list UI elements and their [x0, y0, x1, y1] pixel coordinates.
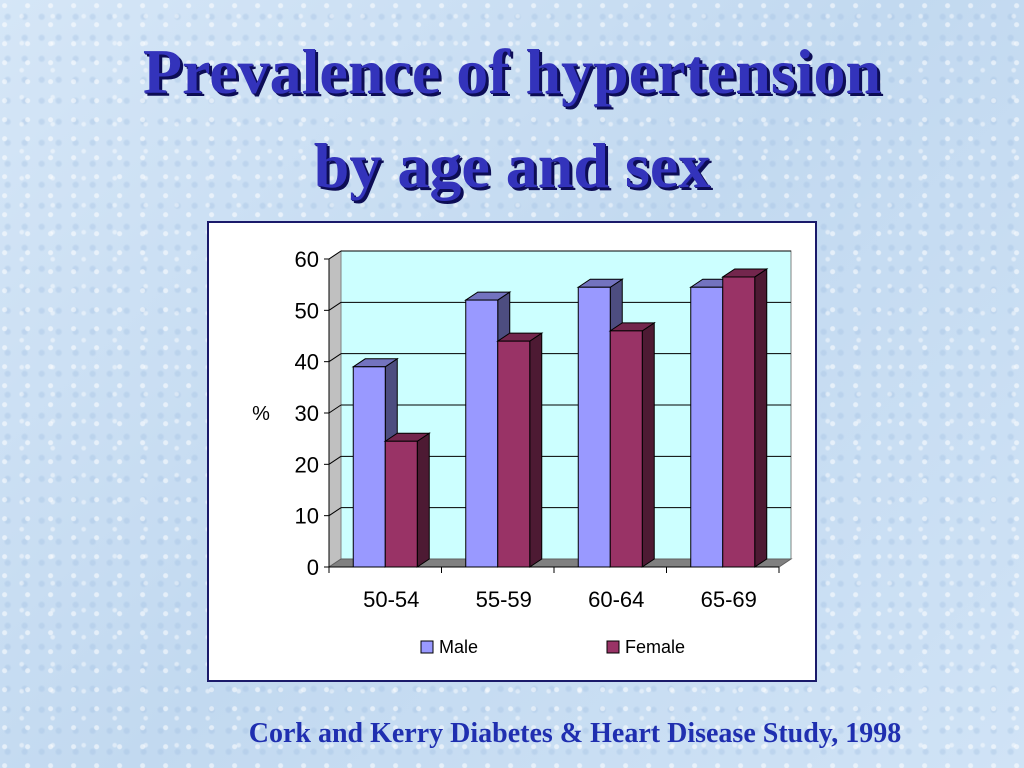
gridline-side	[328, 250, 342, 260]
x-tick-label: 55-59	[476, 587, 532, 612]
legend-label-female: Female	[625, 637, 685, 657]
bar-chart: 0 10 20 30 40 50 60% 50-54 55-59 60-64 65-69 Male Fe…	[252, 247, 793, 657]
bar-male-50-54	[352, 366, 386, 568]
y-tick-label: 60	[295, 247, 319, 272]
y-tick-label: 40	[295, 350, 319, 375]
title-line-2: by age and sex	[313, 130, 711, 201]
gridline-side	[328, 507, 342, 517]
x-tick-label: 50-54	[363, 587, 419, 612]
y-tick-label: 10	[295, 504, 319, 529]
y-tick-label: 30	[295, 401, 319, 426]
y-tick-label: 50	[295, 298, 319, 323]
legend-label-male: Male	[439, 637, 478, 657]
source-caption: Cork and Kerry Diabetes & Heart Disease …	[248, 718, 902, 749]
bar-female-65-69-side	[754, 268, 768, 568]
x-tick-label: 60-64	[588, 587, 644, 612]
gridline-side	[328, 455, 342, 465]
title-line-1: Prevalence of hypertension	[142, 36, 882, 107]
bar-female-55-59	[497, 340, 531, 568]
bar-male-55-59	[465, 299, 499, 568]
bar-female-65-69	[722, 276, 756, 568]
gridline-side	[328, 404, 342, 414]
y-tick-label: 20	[295, 452, 319, 477]
chart-container: 0 10 20 30 40 50 60% 50-54 55-59 60-64 65-69 Male Fe…	[207, 221, 817, 682]
x-tick-label: 65-69	[701, 587, 757, 612]
legend-swatch-female	[606, 640, 620, 654]
bar-male-60-64	[577, 286, 611, 568]
legend-swatch-male	[420, 640, 434, 654]
bar-female-50-54-side	[416, 432, 430, 568]
bar-female-60-64	[609, 330, 643, 568]
gridline-side	[328, 301, 342, 311]
y-tick-label: 0	[307, 555, 319, 580]
bar-female-50-54	[384, 440, 418, 568]
bar-female-55-59-side	[529, 332, 543, 568]
bar-female-60-64-side	[641, 321, 655, 568]
gridline-side	[328, 353, 342, 363]
y-axis-label: %	[252, 403, 270, 425]
bar-male-65-69	[690, 286, 724, 568]
